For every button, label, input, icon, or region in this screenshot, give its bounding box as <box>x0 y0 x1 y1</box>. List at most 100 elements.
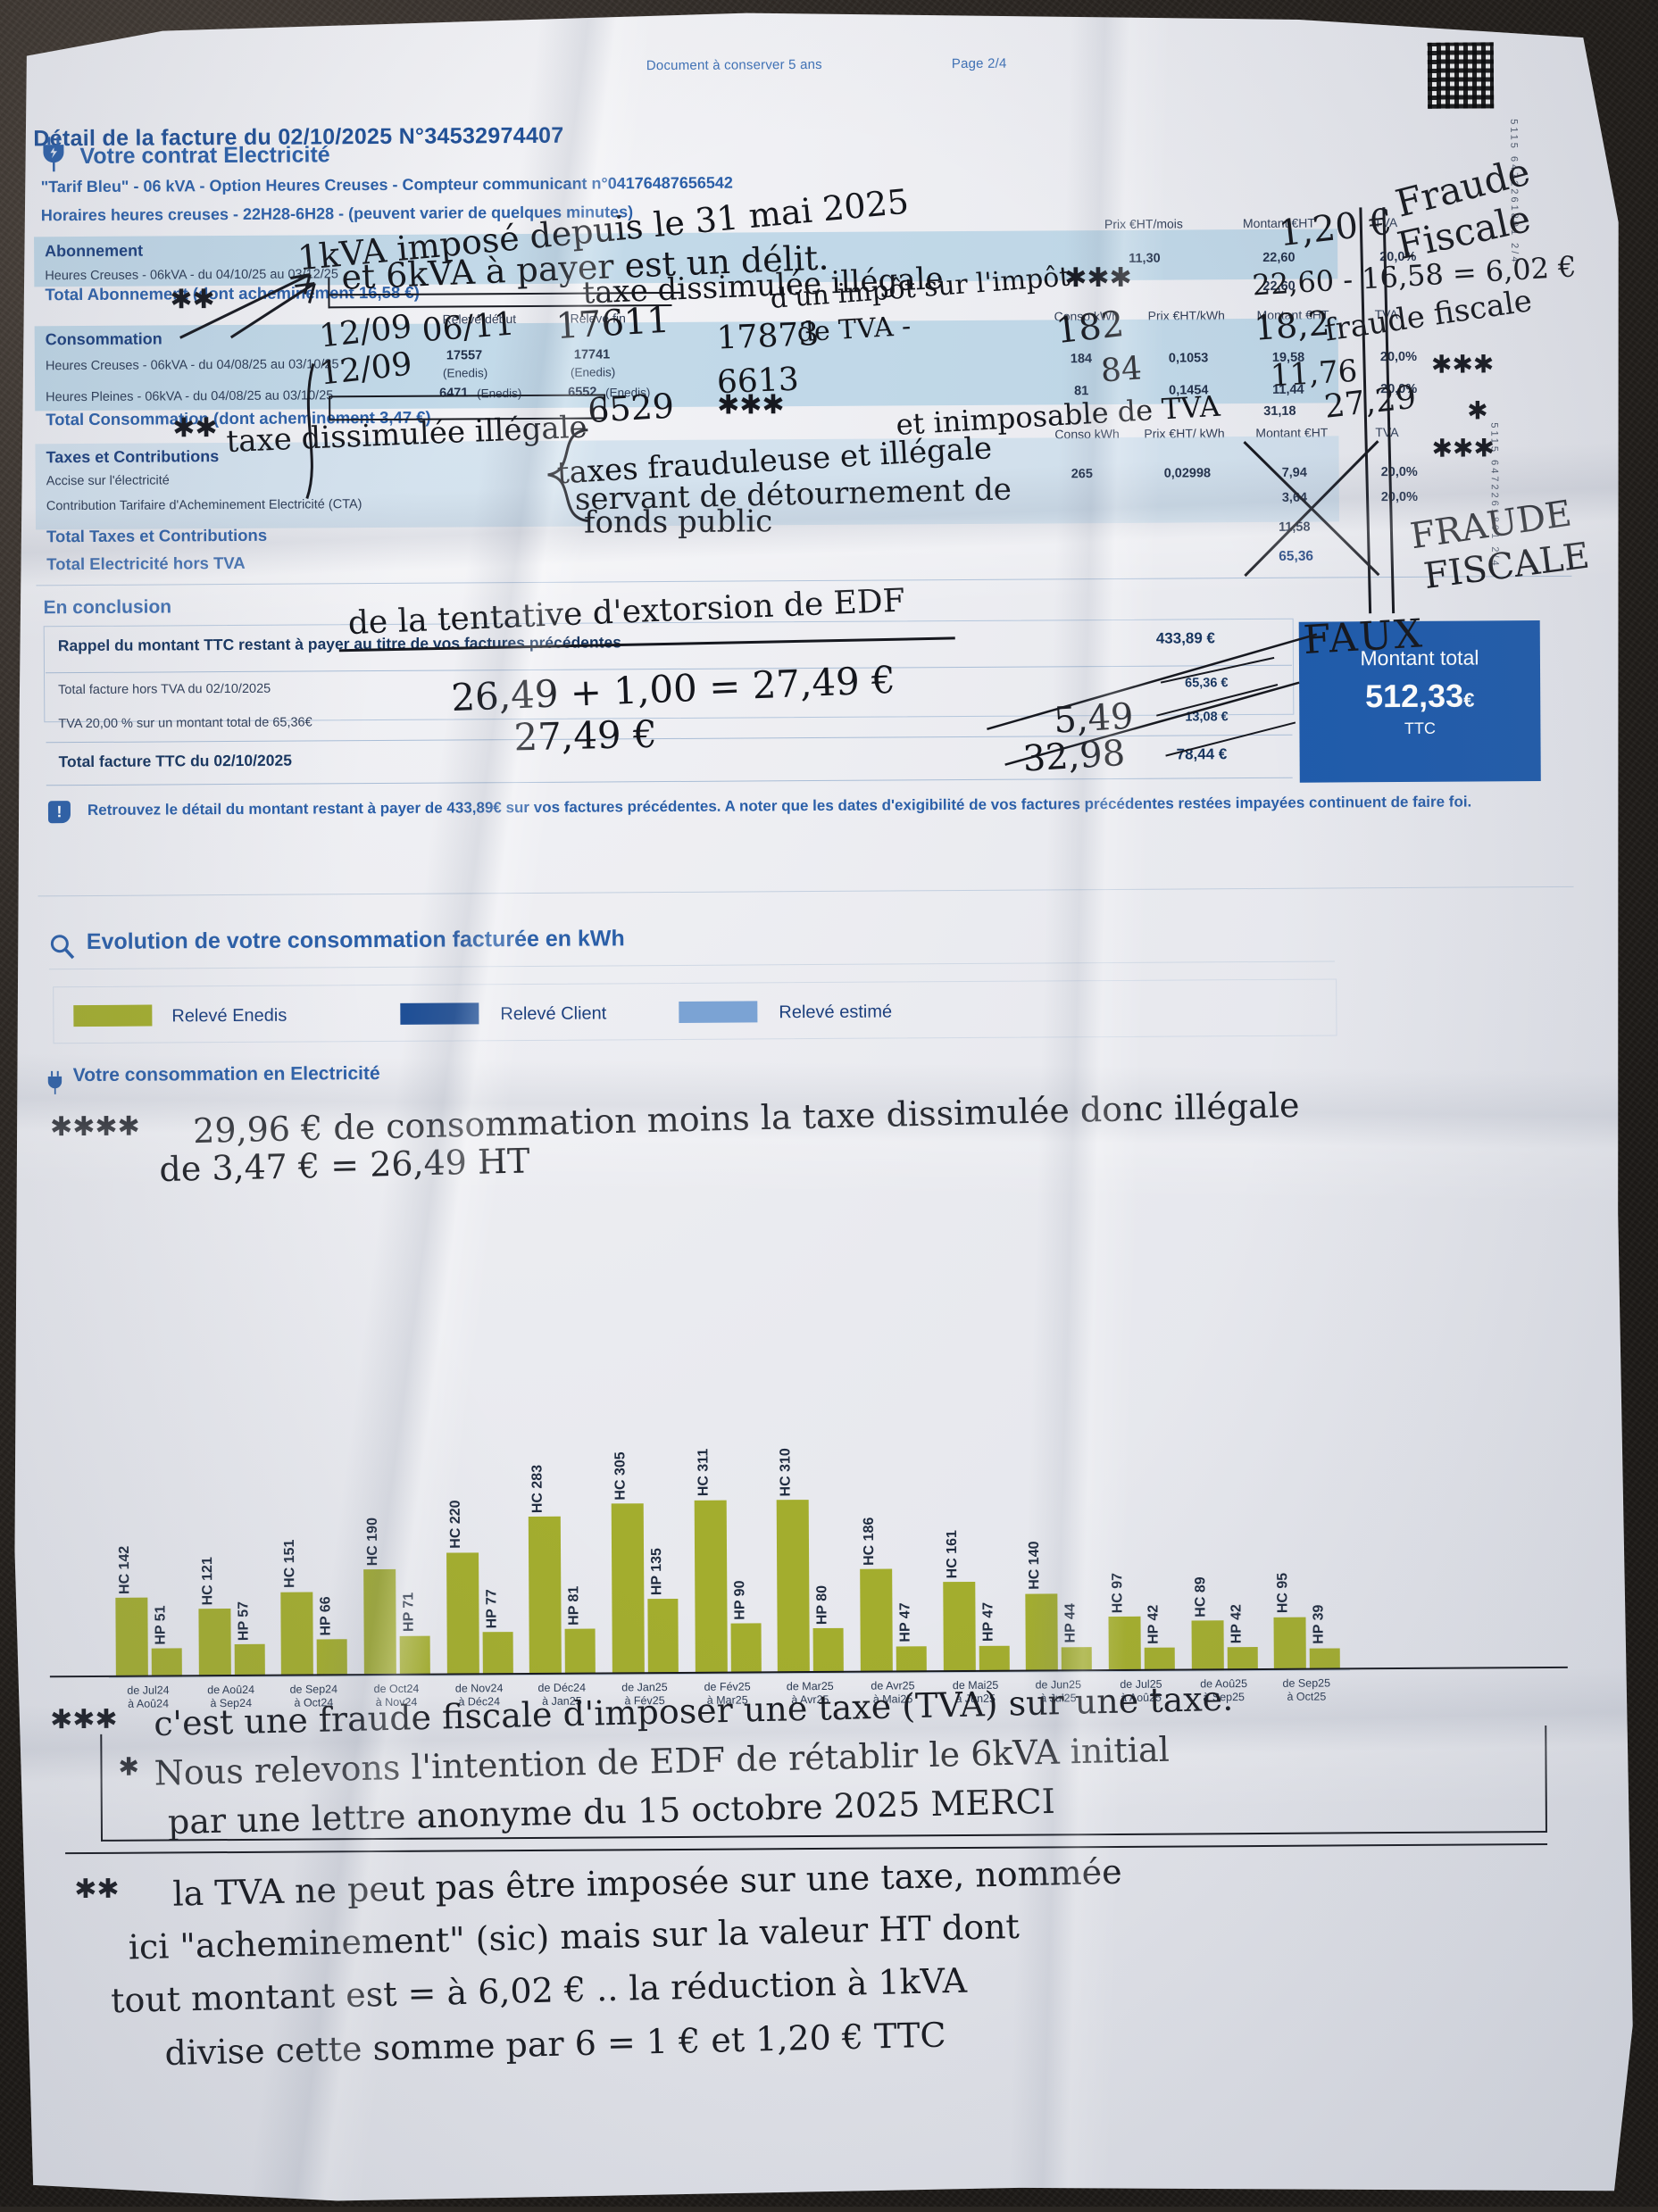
bar-hp <box>979 1645 1009 1672</box>
bar-hc-label: HC 95 <box>1275 1573 1291 1614</box>
contract-line-1: "Tarif Bleu" - 06 kVA - Option Heures Cr… <box>40 173 733 196</box>
consommation-row-1-conso: 81 <box>1074 384 1089 399</box>
bar-group: HC 151 HP 66 <box>273 1497 350 1676</box>
bar-hc-label: HC 311 <box>695 1448 712 1497</box>
x-axis-label: de Avr25 à Mai25 <box>871 1679 915 1706</box>
taxes-row-0-price: 0,02998 <box>1163 466 1212 481</box>
annotation-connector <box>951 629 1327 775</box>
bar-hc-label: HC 97 <box>1110 1572 1126 1614</box>
annotation-vertical-stroke <box>288 360 343 503</box>
bar-group: HC 310 HP 80 <box>770 1494 846 1674</box>
x-axis-label: de Fév25 à Mar25 <box>704 1680 751 1707</box>
total-box-label: Montant total <box>1360 645 1479 670</box>
side-barcode-text: 5115 6472261801 2/4 <box>1508 119 1521 265</box>
annotation-347-calc: de 3,47 € = 26,49 HT <box>158 1141 530 1190</box>
contract-line-2: Horaires heures creuses - 22H28-6H28 - (… <box>40 203 634 225</box>
bar-group: HC 89 HP 42 <box>1183 1492 1260 1671</box>
bar-hc-label: HC 121 <box>199 1557 216 1606</box>
x-axis-label: de Sep24 à Oct24 <box>289 1683 338 1709</box>
x-axis-label: de Aoû24 à Sep24 <box>207 1683 255 1710</box>
bar-hc-label: HC 190 <box>364 1518 381 1567</box>
annotation-hline-bottom <box>65 1843 1547 1854</box>
ttc-label: Total facture TTC du 02/10/2025 <box>58 751 292 771</box>
bar-hp <box>1227 1647 1257 1670</box>
consommation-row-0-amount: 19,58 <box>1271 350 1305 365</box>
col-amount-ht: Montant €HT <box>1242 215 1315 231</box>
bar-hp <box>896 1646 927 1673</box>
bar-hc <box>529 1517 562 1675</box>
bar-hc <box>281 1592 314 1676</box>
consommation-label: Consommation <box>45 329 162 349</box>
bar-hc <box>777 1500 810 1673</box>
consommation-row-0-price: 0,1053 <box>1168 351 1209 366</box>
annotation-acheminement-sic: ici "acheminement" (sic) mais sur la val… <box>128 1906 1021 1967</box>
search-icon <box>49 933 76 960</box>
annotation-stars-7: ✱✱✱ <box>1431 433 1495 463</box>
bar-hp-label: HP 135 <box>649 1547 665 1595</box>
bar-hp-label: HP 47 <box>980 1602 996 1642</box>
annotation-divise-par-6: divise cette somme par 6 = 1 € et 1,20 €… <box>164 2015 947 2074</box>
taxes-row-0-conso: 265 <box>1071 467 1093 482</box>
consommation-total-amount: 31,18 <box>1263 403 1296 419</box>
bar-hc <box>1108 1617 1140 1671</box>
bar-group: HC 311 HP 90 <box>687 1494 763 1674</box>
info-icon: ! <box>48 801 71 823</box>
bar-hp <box>317 1639 347 1676</box>
bar-hc <box>612 1504 645 1675</box>
bar-hp <box>730 1623 761 1673</box>
x-axis-label: de Jan25 à Fév25 <box>621 1681 668 1708</box>
consommation-row-0-conso: 184 <box>1070 352 1093 367</box>
evolution-subtitle: Votre consommation en Electricité <box>72 1063 380 1086</box>
annotation-vertical-brackets <box>1348 207 1431 619</box>
abonnement-label: Abonnement <box>45 241 144 261</box>
annotation-stars-3: ✱✱✱ <box>1430 349 1495 379</box>
note-block: ! Retrouvez le détail du montant restant… <box>37 790 1555 799</box>
plug-icon <box>40 137 67 172</box>
bar-hc-label: HC 161 <box>944 1530 960 1579</box>
consumption-bar-chart: HC 142 HP 51 HC 121 HP 57 HC 151 HP 66 HC 190 H… <box>108 1491 1350 1676</box>
bar-hp <box>400 1635 430 1676</box>
consommation-row-0-end-src: (Enedis) <box>570 365 616 379</box>
annotation-stars-9: ✱✱✱ <box>50 1703 118 1736</box>
bar-hc-label: HC 220 <box>447 1500 463 1550</box>
taxes-label: Taxes et Contributions <box>46 447 220 467</box>
legend-swatch-enedis <box>73 1005 152 1027</box>
bar-group: HC 161 HP 47 <box>935 1493 1012 1673</box>
taxes-band <box>35 436 1339 529</box>
total-box-amount: 512,33€ <box>1299 677 1540 716</box>
bar-group: HC 190 HP 71 <box>356 1497 433 1676</box>
annotation-bracket-1 <box>100 1726 1547 1842</box>
bar-hp-label: HP 57 <box>236 1601 252 1642</box>
bar-hc <box>446 1552 479 1676</box>
taxes-total-label: Total Taxes et Contributions <box>46 525 268 546</box>
bar-hp-label: HP 39 <box>1311 1604 1328 1645</box>
x-axis-label: de Jul25 à Aoû25 <box>1120 1677 1162 1704</box>
annotation-brace <box>538 428 602 526</box>
bar-hp-label: HP 81 <box>566 1585 582 1626</box>
col-price-month: Prix €HT/mois <box>1104 216 1183 232</box>
page-number: Page 2/4 <box>951 55 1007 72</box>
bar-hc <box>694 1500 727 1674</box>
bar-hp <box>1310 1648 1340 1670</box>
legend-label-enedis: Relevé Enedis <box>171 1005 287 1027</box>
bar-group: HC 186 HP 47 <box>853 1493 929 1673</box>
bar-hc-label: HC 186 <box>861 1517 878 1566</box>
consommation-row-1-price: 0,1454 <box>1169 383 1209 398</box>
bar-group: HC 283 HP 81 <box>521 1496 598 1676</box>
bar-hc-label: HC 140 <box>1027 1541 1043 1591</box>
bar-hp <box>482 1632 512 1675</box>
legend-swatch-client <box>400 1002 479 1025</box>
bar-hc <box>1274 1617 1306 1670</box>
bar-hp-label: HP 77 <box>483 1588 500 1629</box>
abonnement-total-amount: 22,60 <box>1262 279 1296 294</box>
bar-hp <box>152 1648 182 1676</box>
bar-hp <box>234 1644 264 1676</box>
bar-hc-label: HC 151 <box>282 1539 298 1589</box>
abonnement-amount: 22,60 <box>1262 250 1296 265</box>
bar-hp <box>1062 1647 1092 1672</box>
total-amount-box: Montant total 512,33€ TTC <box>1299 620 1541 783</box>
bar-hc-label: HC 305 <box>612 1451 629 1501</box>
x-axis-label: de Jun25 à Jul25 <box>1035 1678 1082 1705</box>
bar-hc-label: HC 142 <box>116 1545 133 1595</box>
bar-hc <box>198 1609 230 1676</box>
